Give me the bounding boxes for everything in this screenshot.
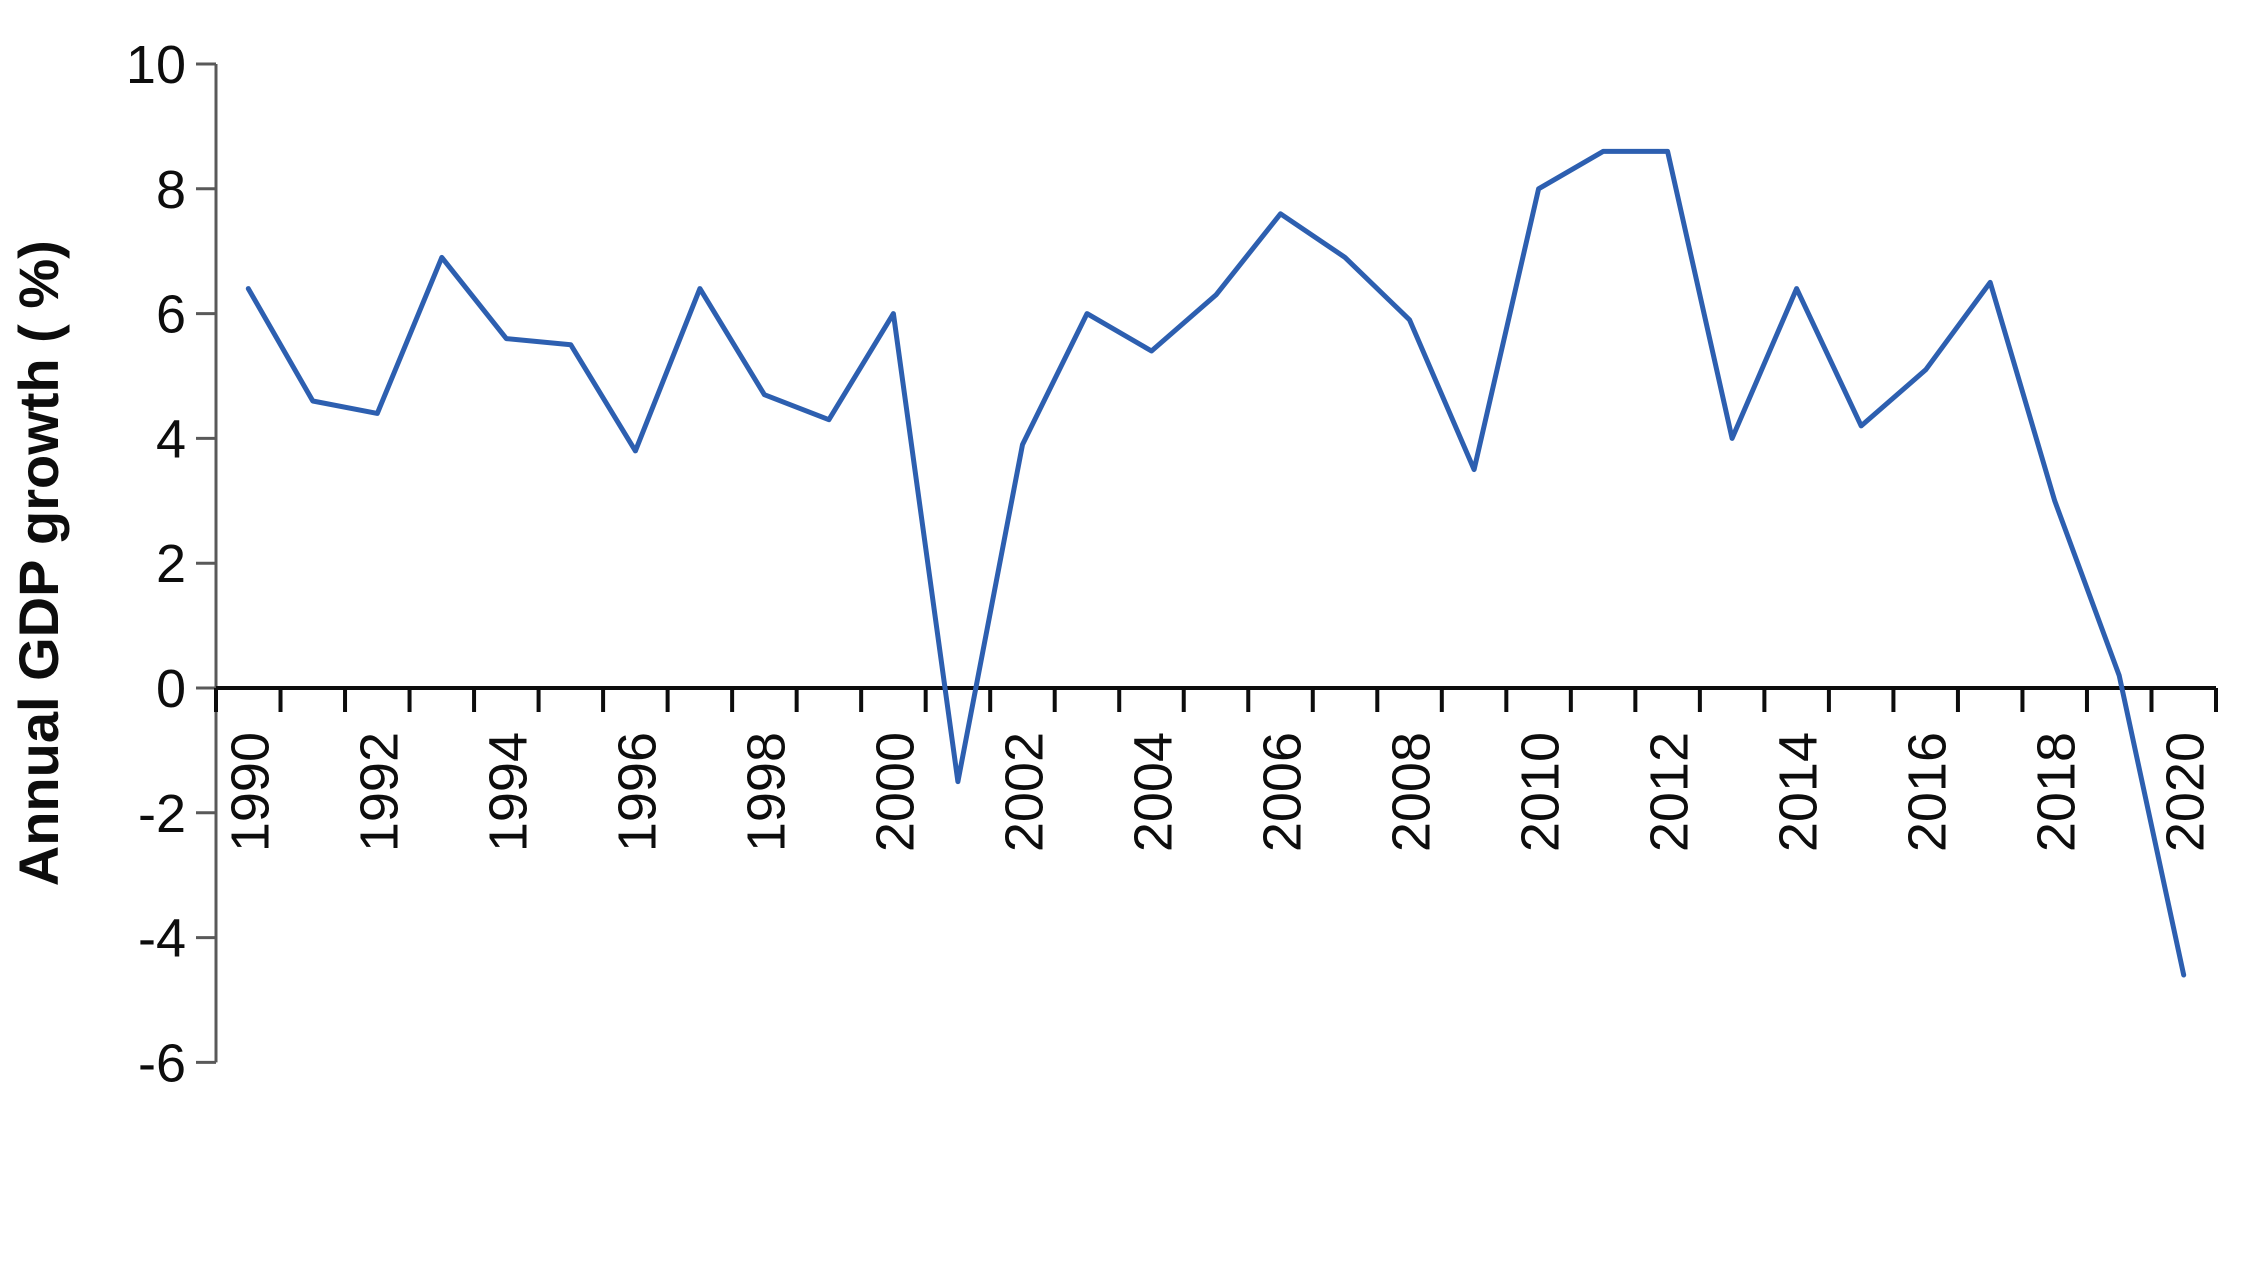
y-axis-tick-label: 0 — [156, 659, 186, 719]
x-axis-tick-label: 2012 — [1640, 732, 1700, 852]
x-axis-tick-label: 1994 — [478, 732, 538, 852]
y-axis-tick-label: -4 — [138, 909, 186, 969]
y-axis-tick-label: -6 — [138, 1033, 186, 1093]
y-axis-tick-label: 6 — [156, 285, 186, 345]
x-axis-tick-label: 2016 — [1898, 732, 1958, 852]
x-axis-tick-label: 2020 — [2156, 732, 2216, 852]
x-axis-tick-label: 2002 — [994, 732, 1054, 852]
x-axis-tick-label: 2018 — [2027, 732, 2087, 852]
x-axis-tick-label: 1996 — [607, 732, 667, 852]
x-axis-tick-label: 1990 — [220, 732, 280, 852]
x-axis-tick-label: 2004 — [1123, 732, 1183, 852]
gdp-growth-line-series — [245, 148, 2187, 978]
x-axis-tick-label: 1998 — [736, 732, 796, 852]
y-axis-tick-label: 10 — [126, 35, 186, 95]
y-axis-tick-label: 2 — [156, 534, 186, 594]
y-axis-tick-label: 4 — [156, 409, 186, 469]
x-axis-tick-label: 2008 — [1382, 732, 1442, 852]
x-axis-tick-label: 2006 — [1253, 732, 1313, 852]
y-axis-tick-label: 8 — [156, 160, 186, 220]
y-axis-title: Annual GDP growth ( %) — [7, 240, 70, 886]
x-axis-tick-label: 2010 — [1511, 732, 1571, 852]
x-axis-tick-label: 1992 — [349, 732, 409, 852]
y-axis-tick-label: -2 — [138, 784, 186, 844]
x-axis-tick-label: 2000 — [865, 732, 925, 852]
x-axis-tick-label: 2014 — [1769, 732, 1829, 852]
